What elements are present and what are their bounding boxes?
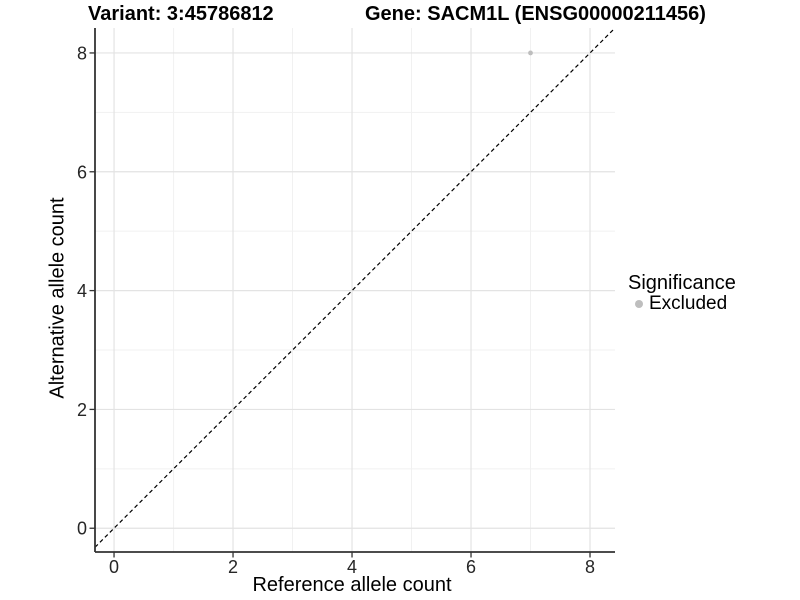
x-tick-label: 2 <box>228 557 238 577</box>
x-axis-title: Reference allele count <box>252 574 452 596</box>
y-tick-label: 8 <box>77 43 87 63</box>
y-tick-label: 0 <box>77 519 87 539</box>
legend-item: Excluded <box>628 292 736 314</box>
legend-key-dot-icon <box>635 299 643 308</box>
identity-line <box>94 27 616 548</box>
y-tick-label: 2 <box>77 400 87 420</box>
y-axis-title: Alternative allele count <box>46 197 69 399</box>
x-tick-label: 4 <box>347 557 357 577</box>
data-point <box>528 50 533 56</box>
legend: Significance Excluded <box>628 272 736 314</box>
y-tick-label: 4 <box>77 281 87 301</box>
x-tick-label: 6 <box>466 557 476 577</box>
legend-title: Significance <box>628 272 736 294</box>
plot-title-variant: Variant: 3:45786812 <box>88 3 274 25</box>
x-tick-label: 0 <box>109 557 119 577</box>
plot-title-gene: Gene: SACM1L (ENSG00000211456) <box>365 3 706 25</box>
x-tick-label: 8 <box>585 557 595 577</box>
legend-item-label: Excluded <box>649 292 728 314</box>
y-tick-label: 6 <box>77 162 87 182</box>
